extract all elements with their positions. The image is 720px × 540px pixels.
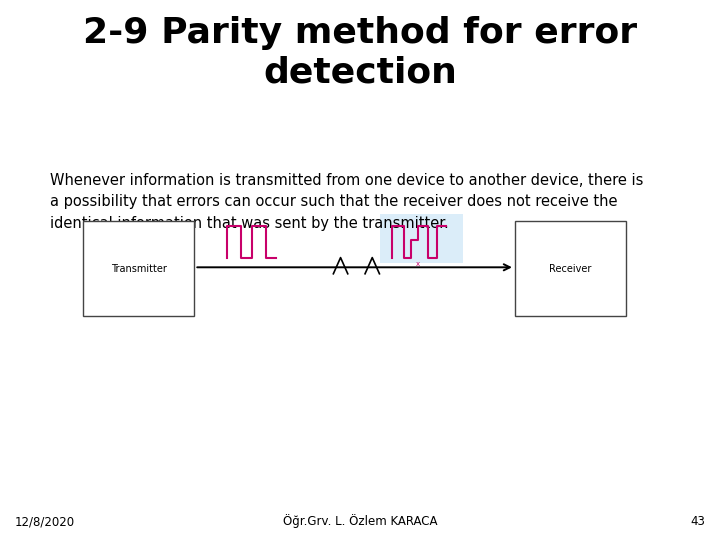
Text: x: x [416, 261, 420, 267]
Text: 12/8/2020: 12/8/2020 [14, 515, 75, 528]
FancyBboxPatch shape [380, 214, 463, 263]
FancyBboxPatch shape [83, 221, 194, 316]
Text: Receiver: Receiver [549, 264, 592, 274]
Text: 43: 43 [690, 515, 706, 528]
Text: 2-9 Parity method for error
detection: 2-9 Parity method for error detection [83, 16, 637, 90]
Text: Whenever information is transmitted from one device to another device, there is
: Whenever information is transmitted from… [50, 173, 644, 231]
FancyBboxPatch shape [515, 221, 626, 316]
Text: Öğr.Grv. L. Özlem KARACA: Öğr.Grv. L. Özlem KARACA [283, 514, 437, 528]
Text: Transmitter: Transmitter [111, 264, 166, 274]
